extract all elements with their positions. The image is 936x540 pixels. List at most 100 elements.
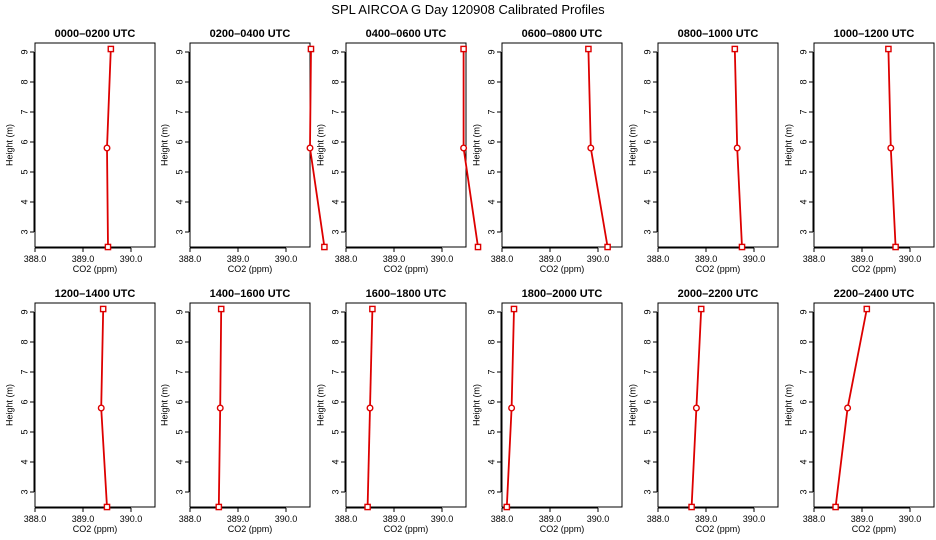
data-point (738, 243, 746, 251)
y-tick-label: 9 (174, 49, 184, 54)
y-axis-title: Height (m) (627, 384, 637, 426)
y-tick-label: 9 (330, 309, 340, 314)
plot-frame (657, 42, 779, 248)
data-point (892, 243, 899, 251)
y-tick-label: 4 (486, 199, 496, 204)
plot-frame (501, 42, 623, 248)
y-tick-label: 5 (174, 429, 184, 434)
x-tick-label: 390.0 (275, 254, 298, 264)
plot-frame (813, 42, 935, 248)
x-tick-label: 389.0 (851, 254, 874, 264)
x-tick-label: 389.0 (539, 514, 562, 524)
y-tick-label: 8 (798, 339, 808, 344)
data-point (217, 305, 225, 313)
y-tick-label: 6 (642, 399, 652, 404)
y-tick-label: 9 (19, 309, 29, 314)
y-tick-label: 4 (174, 199, 184, 204)
x-tick-label: 389.0 (227, 254, 250, 264)
y-tick-label: 8 (19, 79, 29, 84)
data-point (585, 45, 592, 53)
x-axis-title: CO2 (ppm) (228, 264, 273, 274)
x-axis-title: CO2 (ppm) (384, 264, 429, 274)
y-tick-label: 8 (19, 339, 29, 344)
y-tick-label: 8 (486, 79, 496, 84)
y-tick-label: 5 (19, 429, 29, 434)
y-tick-label: 6 (19, 139, 29, 144)
data-point (364, 503, 371, 511)
data-point (306, 144, 314, 152)
panel-title: 0800–1000 UTC (678, 28, 759, 40)
data-point (844, 404, 852, 412)
y-tick-label: 4 (642, 199, 652, 204)
data-point (321, 243, 328, 251)
y-tick-label: 3 (798, 489, 808, 494)
y-tick-label: 6 (486, 139, 496, 144)
y-axis-title: Height (m) (783, 124, 793, 166)
plot-frame (345, 42, 467, 248)
data-point (731, 45, 739, 53)
x-tick-label: 390.0 (120, 514, 143, 524)
x-tick-label: 388.0 (647, 514, 670, 524)
data-point (369, 305, 376, 313)
data-point (733, 144, 741, 152)
x-tick-label: 389.0 (72, 254, 95, 264)
y-tick-label: 8 (174, 79, 184, 84)
x-tick-label: 388.0 (803, 514, 826, 524)
data-point (474, 243, 482, 251)
data-point (692, 404, 700, 412)
x-tick-label: 390.0 (120, 254, 143, 264)
x-tick-label: 390.0 (899, 514, 922, 524)
data-point (510, 305, 518, 313)
y-tick-label: 7 (19, 109, 29, 114)
data-point (863, 305, 871, 313)
y-tick-label: 3 (798, 229, 808, 234)
y-tick-label: 5 (642, 429, 652, 434)
x-tick-label: 388.0 (335, 254, 358, 264)
x-axis-title: CO2 (ppm) (540, 264, 585, 274)
x-tick-label: 389.0 (383, 254, 406, 264)
y-tick-label: 7 (330, 109, 340, 114)
x-tick-label: 389.0 (695, 514, 718, 524)
y-tick-label: 5 (798, 169, 808, 174)
y-tick-label: 3 (330, 489, 340, 494)
y-tick-label: 3 (486, 229, 496, 234)
y-tick-label: 7 (642, 369, 652, 374)
x-tick-label: 389.0 (695, 254, 718, 264)
plot-frame (813, 302, 935, 508)
data-point (885, 45, 892, 53)
y-axis-title: Height (m) (315, 124, 325, 166)
y-tick-label: 6 (174, 139, 184, 144)
y-tick-label: 4 (798, 199, 808, 204)
y-tick-label: 9 (642, 309, 652, 314)
x-tick-label: 390.0 (587, 514, 610, 524)
y-tick-label: 9 (330, 49, 340, 54)
y-tick-label: 3 (642, 229, 652, 234)
y-axis-title: Height (m) (4, 384, 14, 426)
x-tick-label: 388.0 (335, 514, 358, 524)
y-tick-label: 4 (174, 459, 184, 464)
panel-title: 0600–0800 UTC (522, 28, 603, 40)
data-point (503, 503, 511, 511)
y-tick-label: 9 (486, 309, 496, 314)
y-tick-label: 4 (19, 199, 29, 204)
x-tick-label: 388.0 (491, 254, 514, 264)
x-tick-label: 389.0 (227, 514, 250, 524)
y-tick-label: 5 (798, 429, 808, 434)
data-point (103, 144, 111, 152)
series-line (834, 308, 868, 508)
y-tick-label: 7 (19, 369, 29, 374)
y-tick-label: 7 (798, 369, 808, 374)
plot-frame (189, 302, 311, 508)
y-tick-label: 6 (19, 399, 29, 404)
y-tick-label: 5 (486, 169, 496, 174)
y-tick-label: 8 (642, 339, 652, 344)
data-point (460, 144, 468, 152)
data-point (97, 404, 105, 412)
panel-title: 2200–2400 UTC (834, 288, 915, 300)
panel-title: 1200–1400 UTC (55, 288, 136, 300)
data-point (587, 144, 595, 152)
x-tick-label: 388.0 (491, 514, 514, 524)
